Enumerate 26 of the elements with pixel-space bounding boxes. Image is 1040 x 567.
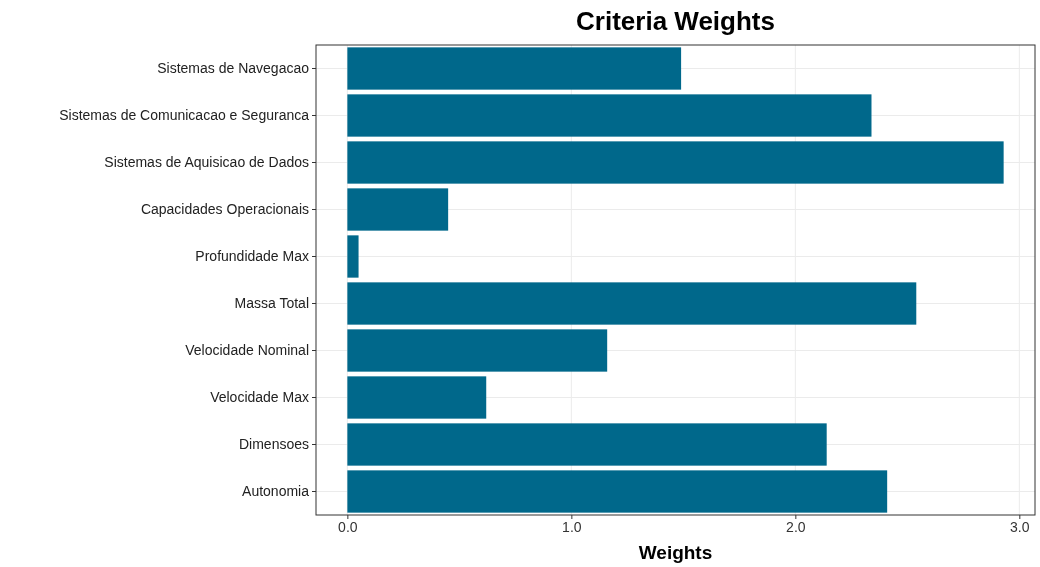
x-axis-title: Weights (638, 542, 713, 563)
bar (347, 376, 487, 419)
bar (347, 423, 827, 466)
chart-title: Criteria Weights (576, 6, 775, 36)
bar (347, 141, 1004, 184)
y-tick-label: Autonomia (242, 482, 310, 499)
bar (347, 282, 917, 325)
y-tick-label: Sistemas de Comunicacao e Seguranca (59, 106, 310, 123)
x-tick-label: 2.0 (786, 518, 806, 535)
y-tick-label: Sistemas de Aquisicao de Dados (104, 153, 309, 170)
bar (347, 470, 888, 513)
y-tick-label: Velocidade Max (210, 388, 309, 405)
y-tick-label: Profundidade Max (195, 247, 309, 264)
x-tick-label: 0.0 (338, 518, 358, 535)
y-tick-label: Dimensoes (238, 435, 309, 452)
x-tick-label: 3.0 (1010, 518, 1030, 535)
bar (347, 188, 449, 231)
y-tick-label: Velocidade Nominal (185, 341, 309, 358)
bar (347, 47, 682, 90)
y-tick-label: Massa Total (234, 294, 309, 311)
bar (347, 94, 872, 137)
bar (347, 329, 608, 372)
bar (347, 235, 359, 278)
y-tick-label: Sistemas de Navegacao (157, 59, 310, 76)
x-tick-label: 1.0 (562, 518, 582, 535)
y-tick-label: Capacidades Operacionais (140, 200, 309, 217)
